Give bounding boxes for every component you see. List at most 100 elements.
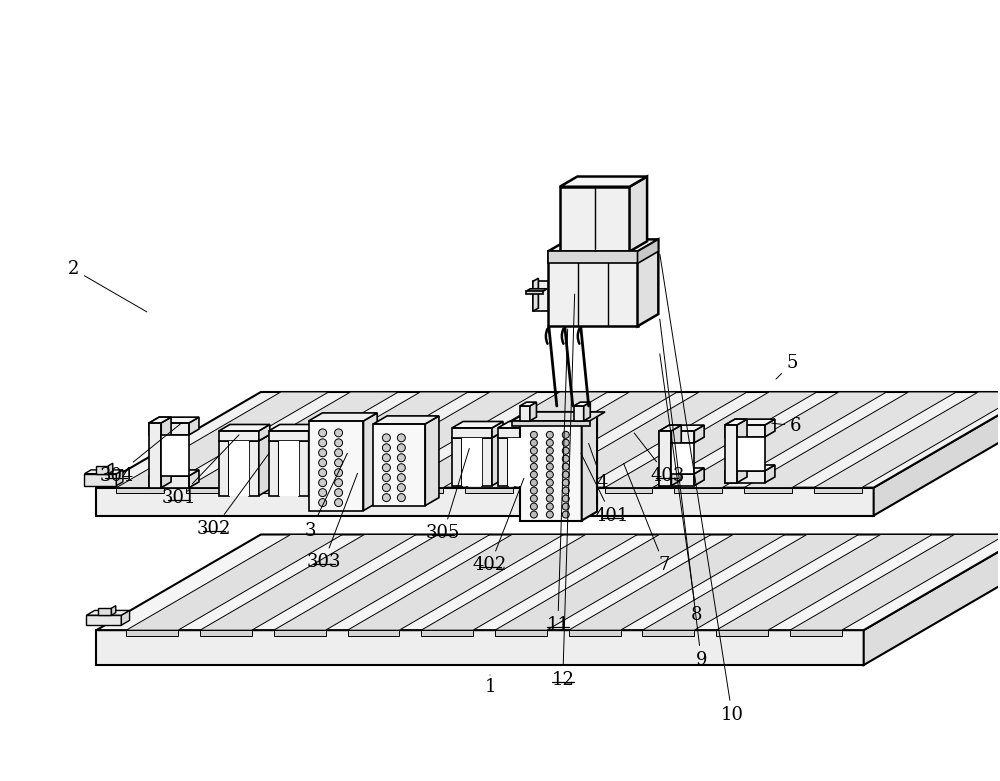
Polygon shape	[108, 463, 113, 474]
Polygon shape	[149, 470, 199, 476]
Circle shape	[562, 448, 569, 455]
Polygon shape	[874, 392, 1000, 515]
Polygon shape	[569, 630, 621, 636]
Polygon shape	[96, 392, 1000, 487]
Polygon shape	[256, 487, 304, 493]
Text: 305: 305	[426, 448, 469, 543]
Circle shape	[397, 474, 405, 482]
Polygon shape	[605, 392, 817, 487]
Circle shape	[319, 498, 327, 507]
Polygon shape	[161, 417, 171, 487]
Text: 301: 301	[162, 435, 239, 507]
Circle shape	[546, 448, 553, 455]
Polygon shape	[229, 440, 249, 496]
Circle shape	[562, 495, 569, 502]
Polygon shape	[548, 240, 658, 251]
Polygon shape	[535, 392, 747, 487]
Polygon shape	[538, 431, 549, 486]
Polygon shape	[84, 474, 116, 486]
Polygon shape	[520, 406, 530, 421]
Circle shape	[562, 455, 569, 462]
Text: 5: 5	[776, 354, 798, 379]
Polygon shape	[299, 434, 320, 440]
Polygon shape	[528, 438, 538, 486]
Polygon shape	[512, 412, 605, 421]
Circle shape	[546, 440, 553, 446]
Polygon shape	[96, 465, 108, 474]
Polygon shape	[189, 417, 199, 435]
Polygon shape	[716, 534, 932, 630]
Circle shape	[530, 487, 537, 494]
Circle shape	[382, 494, 390, 501]
Polygon shape	[548, 251, 638, 326]
Polygon shape	[452, 438, 462, 486]
Circle shape	[562, 471, 569, 478]
Polygon shape	[249, 434, 270, 440]
Circle shape	[546, 471, 553, 478]
Circle shape	[562, 480, 569, 486]
Polygon shape	[116, 392, 329, 487]
Polygon shape	[671, 425, 681, 486]
Polygon shape	[659, 431, 694, 443]
Polygon shape	[116, 487, 164, 493]
Text: 402: 402	[473, 478, 524, 574]
Polygon shape	[526, 289, 547, 291]
Polygon shape	[274, 534, 490, 630]
Polygon shape	[530, 402, 536, 421]
Circle shape	[530, 511, 537, 518]
Polygon shape	[200, 630, 252, 636]
Polygon shape	[560, 177, 647, 187]
Polygon shape	[498, 428, 538, 438]
Polygon shape	[249, 440, 259, 496]
Polygon shape	[533, 281, 548, 312]
Polygon shape	[269, 425, 320, 431]
Polygon shape	[630, 177, 647, 251]
Circle shape	[335, 469, 343, 476]
Circle shape	[530, 440, 537, 446]
Circle shape	[546, 503, 553, 510]
Polygon shape	[638, 240, 658, 263]
Polygon shape	[86, 611, 130, 615]
Polygon shape	[326, 487, 373, 493]
Polygon shape	[86, 615, 121, 625]
Polygon shape	[642, 630, 694, 636]
Text: 8: 8	[660, 354, 702, 624]
Polygon shape	[674, 392, 887, 487]
Circle shape	[397, 464, 405, 472]
Text: 302: 302	[197, 453, 269, 537]
Polygon shape	[725, 425, 737, 483]
Polygon shape	[395, 487, 443, 493]
Circle shape	[382, 444, 390, 451]
Polygon shape	[605, 487, 652, 493]
Circle shape	[530, 480, 537, 486]
Text: 1: 1	[484, 675, 496, 696]
Polygon shape	[452, 431, 473, 438]
Polygon shape	[582, 412, 597, 520]
Text: 4: 4	[589, 444, 608, 492]
Polygon shape	[659, 474, 694, 486]
Polygon shape	[520, 421, 582, 520]
Polygon shape	[694, 425, 704, 443]
Polygon shape	[674, 487, 722, 493]
Circle shape	[530, 448, 537, 455]
Polygon shape	[279, 434, 290, 496]
Polygon shape	[395, 392, 608, 487]
Circle shape	[530, 471, 537, 478]
Polygon shape	[814, 392, 1000, 487]
Polygon shape	[149, 417, 199, 423]
Polygon shape	[498, 422, 549, 428]
Polygon shape	[189, 470, 199, 487]
Polygon shape	[864, 534, 1000, 665]
Circle shape	[382, 474, 390, 482]
Polygon shape	[363, 413, 377, 511]
Circle shape	[335, 489, 343, 497]
Text: 401: 401	[581, 453, 629, 525]
Polygon shape	[638, 240, 658, 326]
Circle shape	[530, 495, 537, 502]
Polygon shape	[744, 392, 956, 487]
Polygon shape	[584, 402, 590, 421]
Polygon shape	[149, 423, 161, 487]
Polygon shape	[149, 476, 189, 487]
Circle shape	[382, 483, 390, 491]
Polygon shape	[111, 606, 116, 615]
